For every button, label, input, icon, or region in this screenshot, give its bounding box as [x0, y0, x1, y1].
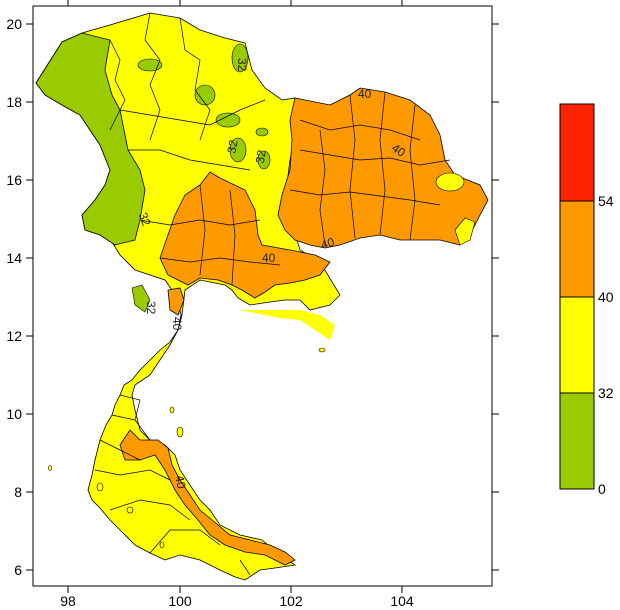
legend-label: 0	[598, 481, 606, 497]
contour-labels: 32 32 32 32 32 40 40 40 40 40 40	[136, 58, 408, 490]
legend-label: 40	[598, 289, 614, 305]
legend-swatch-red	[559, 103, 595, 202]
region-green-west	[35, 32, 146, 246]
x-tick-label: 98	[60, 593, 76, 609]
patch-green-4	[229, 137, 247, 163]
patch-yellow-2	[454, 217, 476, 246]
islands	[48, 347, 326, 549]
y-tick-label: 14	[6, 250, 22, 266]
y-tick-labels: 6 8 10 12 14 16 18 20	[6, 16, 22, 578]
y-tick-label: 10	[6, 406, 22, 422]
x-tick-label: 102	[279, 593, 303, 609]
region-orange-westcoast	[167, 287, 185, 316]
patch-green-1	[137, 58, 163, 72]
patch-green-8	[131, 284, 151, 313]
y-tick-label: 20	[6, 16, 22, 32]
contour-label: 32	[224, 139, 240, 155]
contour-label: 40	[172, 474, 188, 490]
legend-swatch-yellow	[559, 296, 595, 394]
x-tick-label: 104	[390, 593, 414, 609]
legend-label: 54	[598, 193, 614, 209]
y-axis	[26, 23, 499, 571]
contour-label: 32	[253, 149, 269, 165]
x-axis	[67, 0, 403, 593]
legend-label: 32	[598, 385, 614, 401]
plot-frame	[32, 5, 493, 587]
patch-green-7	[257, 150, 271, 170]
x-tick-label: 100	[168, 593, 192, 609]
region-orange-central	[159, 171, 331, 299]
y-tick-label: 12	[6, 328, 22, 344]
province-boundaries	[94, 12, 451, 576]
contour-label: 32	[144, 301, 158, 315]
y-tick-label: 18	[6, 94, 22, 110]
patch-green-5	[231, 43, 249, 73]
patch-green-6	[255, 127, 269, 137]
map-regions	[35, 12, 489, 581]
contour-label: 32	[136, 210, 154, 228]
contour-label: 40	[262, 251, 276, 265]
x-tick-labels: 98 100 102 104	[60, 593, 414, 609]
y-tick-label: 6	[14, 562, 22, 578]
contour-label: 32	[235, 58, 249, 72]
y-tick-label: 8	[14, 484, 22, 500]
contour-label: 40	[319, 235, 336, 252]
patch-yellow-1	[435, 172, 465, 192]
region-yellow-east	[240, 310, 335, 340]
y-tick-label: 16	[6, 172, 22, 188]
contour-label: 40	[170, 317, 184, 331]
patch-green-2	[194, 84, 216, 106]
color-legend: 54 40 32 0	[559, 103, 614, 497]
patch-green-3	[215, 112, 241, 128]
legend-swatch-orange	[559, 200, 595, 298]
legend-swatch-green	[559, 392, 595, 490]
contour-label: 40	[358, 87, 372, 101]
